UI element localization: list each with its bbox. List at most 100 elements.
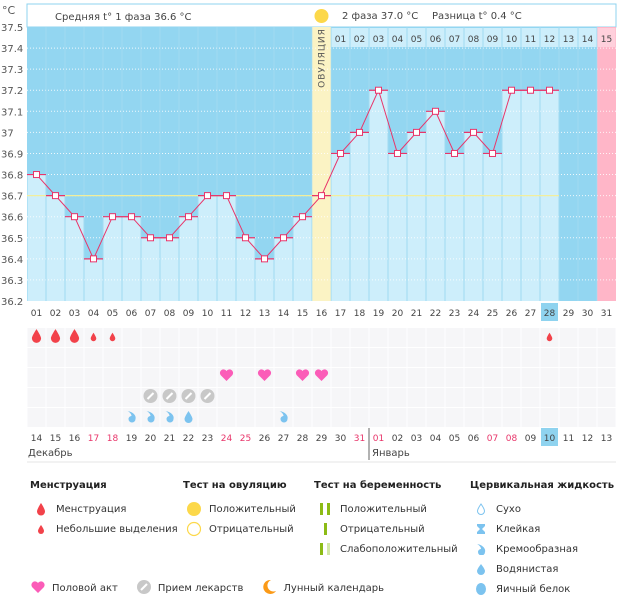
symptom-cell — [65, 348, 84, 367]
cycle-day-label: 04 — [88, 309, 100, 319]
symptom-cell — [217, 328, 236, 347]
creamy-fluid-icon — [146, 411, 155, 423]
calendar-date-label: 19 — [126, 434, 138, 444]
symptom-cell — [502, 368, 521, 387]
temperature-bar — [483, 153, 502, 301]
symptom-cell — [407, 388, 426, 407]
symptom-cell — [217, 408, 236, 427]
calendar-date-label: 10 — [544, 434, 556, 444]
symptom-cell — [369, 348, 388, 367]
calendar-date-label: 14 — [31, 434, 43, 444]
y-tick-label: 36.2 — [1, 297, 23, 308]
moon-icon — [261, 579, 277, 598]
blood-drop-icon — [31, 329, 42, 343]
blood-drop-icon — [30, 502, 52, 516]
calendar-date-label: 21 — [164, 434, 175, 444]
calendar-date-label: 12 — [582, 434, 593, 444]
cycle-day-label: 03 — [69, 309, 80, 319]
symptom-cell — [103, 388, 122, 407]
temperature-point — [166, 234, 173, 242]
calendar-date-label: 29 — [316, 434, 328, 444]
calendar-date-label: 26 — [259, 434, 271, 444]
temperature-bar — [198, 195, 217, 301]
cycle-day-label: 25 — [487, 309, 498, 319]
today-highlight — [541, 303, 558, 321]
calendar-date-label: 07 — [487, 434, 498, 444]
temperature-point — [470, 128, 477, 136]
legend-item: Яичный белок — [496, 583, 571, 595]
symptom-cell — [369, 328, 388, 347]
symptom-cell — [27, 348, 46, 367]
y-tick-label: 37.4 — [1, 44, 23, 55]
pill-icon-stroke — [203, 392, 212, 400]
phase2-day-cell — [426, 28, 445, 47]
symptom-cell — [141, 328, 160, 347]
legend-title: Цервикальная жидкость — [470, 480, 615, 491]
symptom-cell — [483, 388, 502, 407]
sticky-icon — [470, 523, 492, 535]
symptom-cell — [179, 328, 198, 347]
symptom-cell — [293, 408, 312, 427]
symptom-cell — [27, 368, 46, 387]
symptom-cell — [103, 368, 122, 387]
calendar-date-label: 17 — [88, 434, 99, 444]
symptom-cell — [426, 348, 445, 367]
symptom-cell — [388, 368, 407, 387]
temperature-bar — [407, 132, 426, 301]
phase2-day-cell — [464, 28, 483, 47]
symptom-cell — [46, 388, 65, 407]
symptom-cell — [483, 408, 502, 427]
symptom-cell — [445, 348, 464, 367]
symptom-cell — [65, 388, 84, 407]
symptom-cell — [103, 348, 122, 367]
temperature-bar — [464, 132, 483, 301]
calendar-date-label: 09 — [525, 434, 537, 444]
phase2-day-number: 15 — [601, 35, 612, 45]
symptom-cell — [464, 408, 483, 427]
phase2-day-number: 09 — [487, 35, 499, 45]
symptom-cell — [198, 408, 217, 427]
today-date-highlight — [541, 428, 558, 446]
symptom-cell — [217, 348, 236, 367]
phase2-day-cell — [559, 28, 578, 47]
symptom-cell — [369, 388, 388, 407]
calendar-date-label: 20 — [145, 434, 157, 444]
temperature-point — [489, 149, 496, 157]
symptom-cell — [597, 368, 616, 387]
symptom-cell — [331, 368, 350, 387]
symptom-cell — [84, 348, 103, 367]
calendar-date-label: 06 — [468, 434, 480, 444]
temperature-bar — [122, 216, 141, 301]
temperature-bar — [217, 195, 236, 301]
cycle-day-label: 18 — [354, 309, 366, 319]
symptom-cell — [559, 368, 578, 387]
legend-item: Половой акт — [52, 583, 118, 594]
symptom-cell — [559, 388, 578, 407]
symptom-cell — [559, 348, 578, 367]
cycle-day-label: 15 — [297, 309, 308, 319]
cycle-day-label: 21 — [411, 309, 422, 319]
calendar-date-label: 04 — [430, 434, 442, 444]
watery-drop-icon — [470, 563, 492, 575]
symptom-cell — [331, 408, 350, 427]
chart-svg: °C Средняя t° 1 фаза 36.6 °C 2 фаза 37.0 °… — [1, 3, 617, 463]
phase2-day-cell — [331, 28, 350, 47]
symptom-cell — [502, 348, 521, 367]
temperature-bar — [350, 132, 369, 301]
symptom-cell — [46, 368, 65, 387]
cycle-day-label: 11 — [221, 309, 232, 319]
symptom-cell — [312, 328, 331, 347]
symptom-cell — [255, 348, 274, 367]
symptom-cell — [350, 388, 369, 407]
phase2-day-number: 03 — [373, 35, 384, 45]
symptom-cell — [426, 368, 445, 387]
temperature-point — [33, 171, 40, 179]
symptom-cell — [122, 368, 141, 387]
cycle-day-label: 01 — [31, 309, 42, 319]
symptom-cell — [84, 388, 103, 407]
symptom-cell — [540, 408, 559, 427]
symptom-cell — [350, 348, 369, 367]
symptom-cell — [255, 408, 274, 427]
phase2-day-cell — [521, 28, 540, 47]
calendar-date-label: 05 — [449, 434, 460, 444]
